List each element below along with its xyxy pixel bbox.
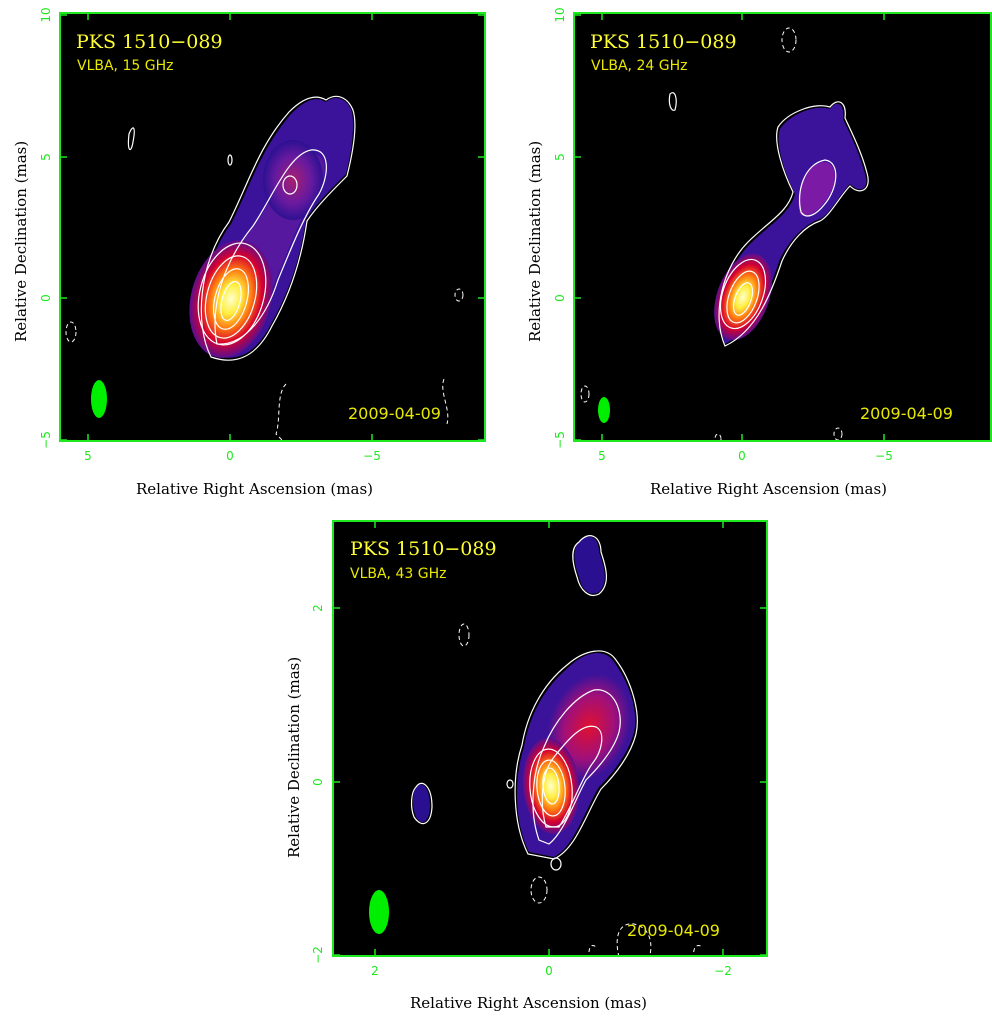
y-tick-label: 5	[553, 153, 567, 161]
x-tick-label: 2	[371, 964, 379, 978]
x-axis-label: Relative Right Ascension (mas)	[136, 480, 373, 498]
contour-outer	[514, 650, 638, 860]
image-frame-24ghz	[573, 12, 992, 442]
y-tick-label: 0	[553, 294, 567, 302]
x-tick-label: 0	[545, 964, 553, 978]
observation-date: 2009-04-09	[348, 404, 441, 423]
y-axis-label: Relative Declination (mas)	[526, 140, 544, 342]
x-tick-label: 0	[226, 449, 234, 463]
observation-date: 2009-04-09	[627, 921, 720, 940]
radio-map-15ghz	[65, 95, 464, 440]
contour-outer	[718, 101, 869, 347]
y-axis-label: Relative Declination (mas)	[285, 656, 303, 858]
contour-outer	[200, 95, 356, 361]
y-tick-label: −5	[553, 431, 567, 449]
x-tick-label: −5	[875, 449, 893, 463]
image-frame-43ghz	[332, 520, 768, 957]
axes-24ghz: 5 0 −5 10 5 0 −5	[553, 7, 893, 463]
panel-15ghz: 5 0 −5 10 5 0 −5 PKS 1510−089 VLBA, 15 G…	[0, 0, 496, 505]
x-tick-label: 5	[598, 449, 606, 463]
x-tick-label: −5	[363, 449, 381, 463]
y-tick-label: −5	[39, 431, 53, 449]
beam-ellipse	[91, 380, 107, 418]
y-tick-label: −2	[311, 946, 325, 964]
y-axis-label: Relative Declination (mas)	[12, 140, 30, 342]
observation-date: 2009-04-09	[860, 404, 953, 423]
panel-24ghz: 5 0 −5 10 5 0 −5 PKS 1510−089 VLBA, 24 G…	[514, 0, 992, 505]
x-axis-label: Relative Right Ascension (mas)	[410, 994, 647, 1012]
x-tick-label: −2	[714, 964, 732, 978]
y-tick-label: 0	[311, 778, 325, 786]
x-tick-label: 5	[84, 449, 92, 463]
y-tick-label: 0	[39, 294, 53, 302]
axes-43ghz: 2 0 −2 2 0 −2	[311, 520, 768, 978]
core-emission	[714, 253, 772, 341]
x-tick-label: 0	[738, 449, 746, 463]
image-frame-15ghz	[59, 12, 486, 442]
y-tick-label: 10	[39, 7, 53, 22]
radio-map-43ghz	[369, 535, 703, 955]
frequency-label: VLBA, 15 GHz	[77, 58, 174, 74]
frequency-label: VLBA, 43 GHz	[350, 566, 447, 582]
panel-43ghz: 2 0 −2 2 0 −2 PKS 1510−089 VLBA, 43 GHz …	[270, 508, 780, 1019]
beam-ellipse	[369, 890, 389, 934]
y-tick-label: 5	[39, 153, 53, 161]
beam-ellipse	[598, 397, 610, 423]
frequency-label: VLBA, 24 GHz	[591, 58, 688, 74]
y-tick-label: 10	[553, 7, 567, 22]
source-title: PKS 1510−089	[350, 538, 497, 560]
y-tick-label: 2	[311, 604, 325, 612]
source-title: PKS 1510−089	[590, 31, 737, 53]
axes-15ghz: 5 0 −5 10 5 0 −5	[39, 7, 486, 463]
radio-map-24ghz	[580, 27, 869, 440]
x-axis-label: Relative Right Ascension (mas)	[650, 480, 887, 498]
source-title: PKS 1510−089	[76, 31, 223, 53]
